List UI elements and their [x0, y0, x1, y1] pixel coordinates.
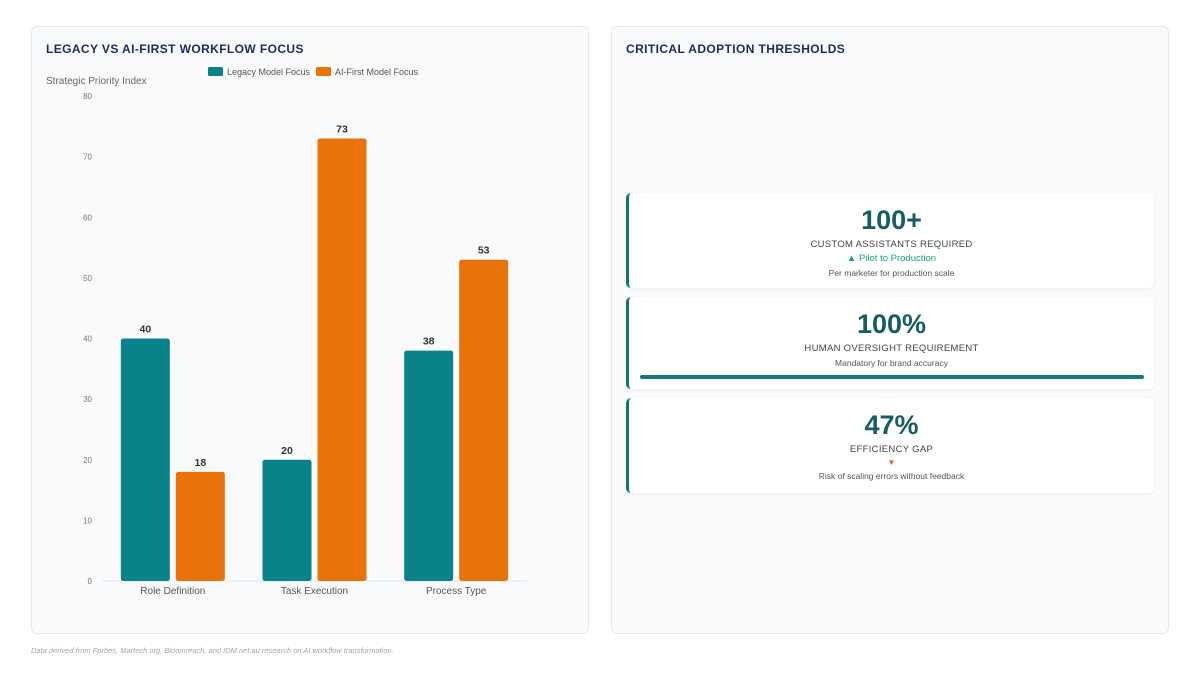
y-tick-label: 60 — [83, 213, 92, 222]
y-tick-label: 10 — [83, 516, 92, 525]
kpi-card-assistants: 100+ CUSTOM ASSISTANTS REQUIRED ▲ Pilot … — [626, 193, 1154, 288]
legend-swatch — [316, 67, 332, 76]
bar-value-label: 38 — [423, 336, 435, 348]
kpi-label: HUMAN OVERSIGHT REQUIREMENT — [804, 343, 979, 354]
bar-value-label: 53 — [478, 245, 490, 257]
trend-down-icon: ▼ — [887, 458, 896, 467]
y-tick-label: 40 — [83, 335, 92, 344]
bar — [459, 259, 509, 581]
y-tick-label: 70 — [83, 153, 92, 162]
x-tick-label: Process Type — [426, 586, 487, 597]
y-tick-label: 30 — [83, 395, 92, 404]
kpi-panel: CRITICAL ADOPTION THRESHOLDS 100+ CUSTOM… — [611, 26, 1169, 634]
y-tick-label: 80 — [83, 92, 92, 101]
legend-label: Legacy Model Focus — [227, 67, 311, 77]
kpi-label: CUSTOM ASSISTANTS REQUIRED — [810, 239, 973, 250]
kpi-panel-title: CRITICAL ADOPTION THRESHOLDS — [626, 42, 846, 56]
bar — [317, 138, 367, 581]
bar — [120, 338, 170, 581]
kpi-description: Mandatory for brand accuracy — [835, 358, 948, 368]
x-tick-label: Task Execution — [281, 586, 348, 597]
kpi-value: 100+ — [861, 205, 922, 235]
footer-source-note: Data derived from Forbes, Martech.org, B… — [31, 646, 394, 655]
bar — [175, 471, 225, 581]
y-tick-label: 50 — [83, 274, 92, 283]
bar-value-label: 20 — [281, 445, 293, 457]
kpi-description: Per marketer for production scale — [828, 268, 955, 278]
legend-swatch — [208, 67, 223, 76]
kpi-value: 47% — [864, 410, 919, 440]
bar-value-label: 40 — [139, 324, 151, 336]
kpi-description: Risk of scaling errors without feedback — [818, 471, 965, 481]
oversight-progress-bar — [639, 375, 1144, 379]
trend-up-indicator: ▲ Pilot to Production — [846, 253, 937, 264]
kpi-value: 100% — [856, 309, 927, 339]
kpi-card-oversight: 100% HUMAN OVERSIGHT REQUIREMENT Mandato… — [626, 297, 1154, 389]
chart-title: LEGACY VS AI-FIRST WORKFLOW FOCUS — [46, 42, 304, 56]
y-tick-label: 0 — [88, 577, 93, 586]
bar — [262, 459, 312, 581]
chart-panel: LEGACY VS AI-FIRST WORKFLOW FOCUS Strate… — [31, 26, 589, 634]
bar-value-label: 73 — [336, 123, 348, 135]
y-tick-label: 20 — [83, 456, 92, 465]
bar-chart: Strategic Priority Index 0 10 20 30 40 50 60 70 8… — [46, 67, 527, 597]
bar — [404, 350, 454, 581]
x-tick-label: Role Definition — [140, 586, 205, 597]
kpi-label: EFFICIENCY GAP — [849, 444, 934, 455]
kpi-card-efficiency: 47% EFFICIENCY GAP ▼ Risk of scaling err… — [626, 398, 1154, 493]
legend-label: AI-First Model Focus — [335, 67, 419, 77]
y-axis-label: Strategic Priority Index — [46, 76, 147, 87]
bar-value-label: 18 — [194, 457, 206, 469]
oversight-progress-fill — [639, 375, 1144, 379]
